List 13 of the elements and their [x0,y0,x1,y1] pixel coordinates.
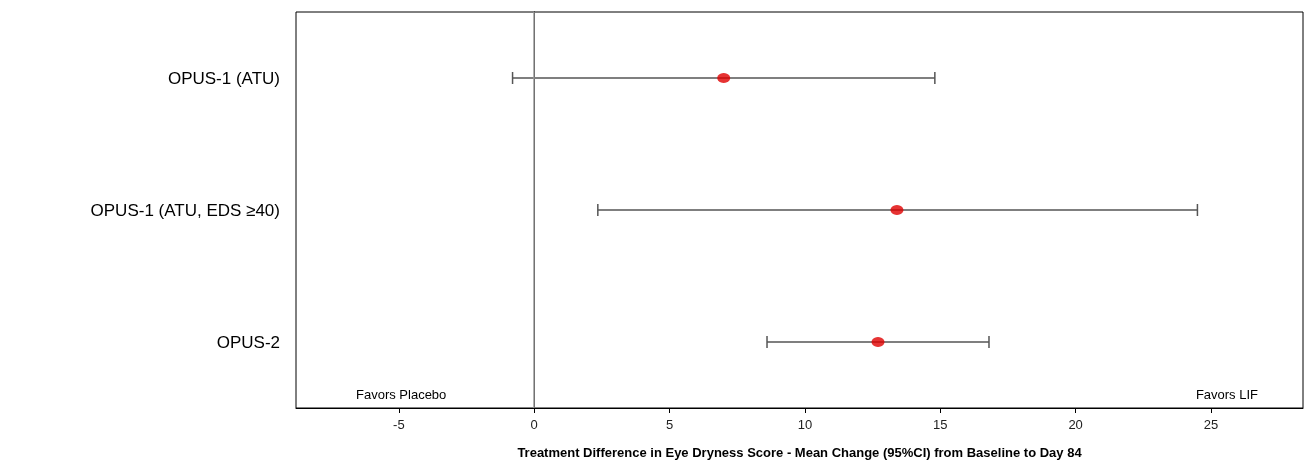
x-tick-label: 5 [665,417,674,432]
annotation: Favors LIF [1195,387,1259,402]
x-tick-label: 0 [530,417,538,432]
x-tick-label: 20 [1068,417,1083,432]
x-tick-label: 15 [933,417,948,432]
y-tick-label: OPUS-1 (ATU) [167,68,280,88]
x-tick-label: 25 [1203,417,1219,432]
x-tick-label: 10 [797,417,813,432]
y-tick-label: OPUS-1 (ATU, EDS ≥40) [90,200,280,220]
annotation: Favors Placebo [356,387,447,402]
x-tick-label: -5 [393,417,405,432]
y-tick-label: OPUS-2 [216,332,280,352]
x-axis-title: Treatment Difference in Eye Dryness Score - Mean Change (95%CI) from Baseline to Day 84 [517,445,1083,460]
